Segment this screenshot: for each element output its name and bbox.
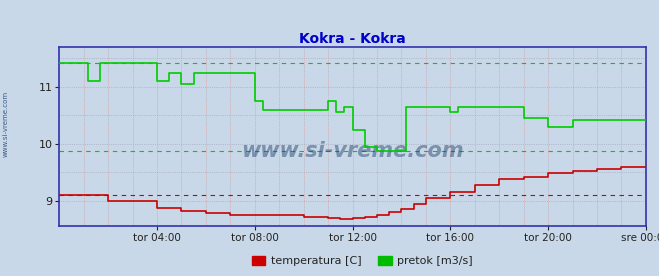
Title: Kokra - Kokra: Kokra - Kokra xyxy=(299,32,406,46)
Text: www.si-vreme.com: www.si-vreme.com xyxy=(2,91,9,157)
Text: www.si-vreme.com: www.si-vreme.com xyxy=(241,141,464,161)
Legend: temperatura [C], pretok [m3/s]: temperatura [C], pretok [m3/s] xyxy=(248,251,477,270)
